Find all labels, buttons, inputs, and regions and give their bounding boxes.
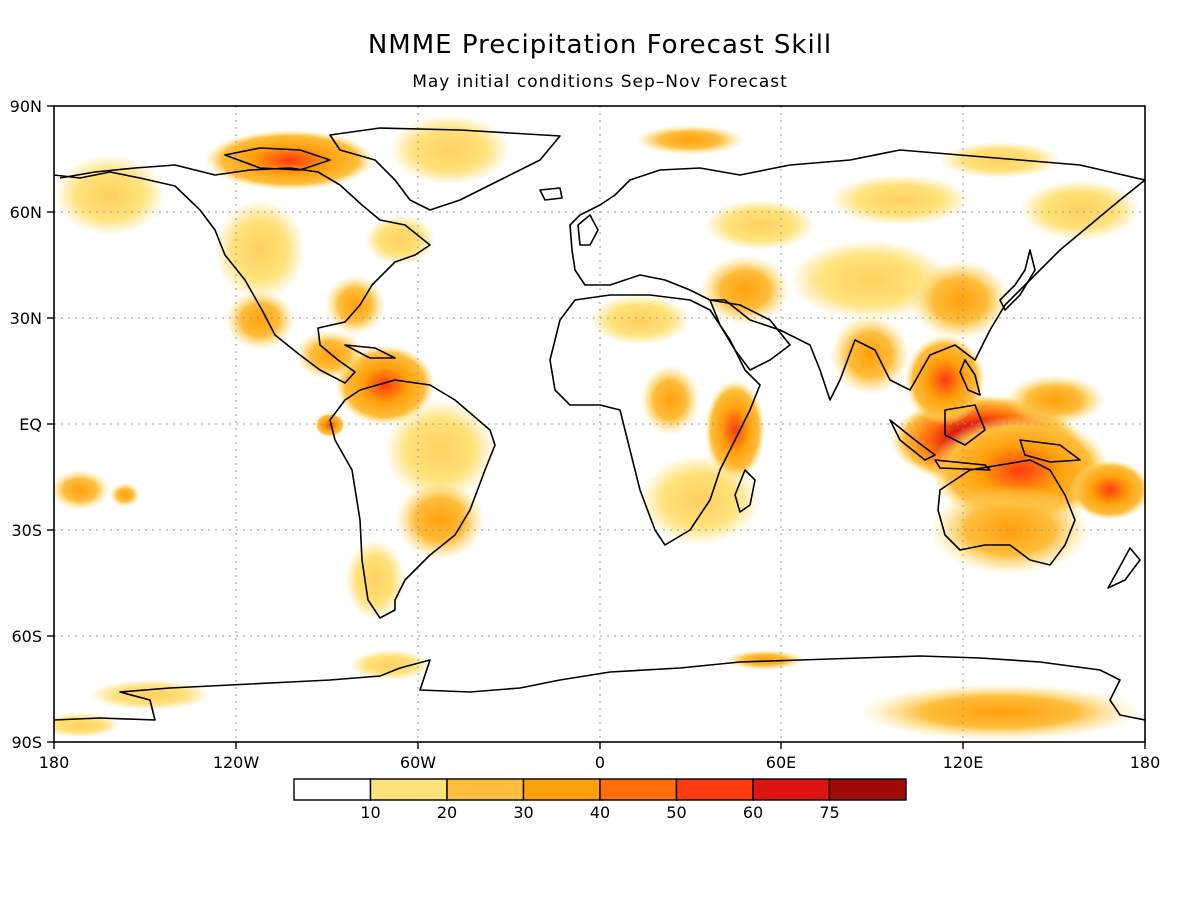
coastline-cuba [344,344,396,359]
map-title: NMME Precipitation Forecast Skill [368,30,832,60]
skill-region-ross-sea [90,680,210,710]
coastline-philippines [959,359,981,396]
axis-ticks [47,105,1146,749]
map-subtitle: May initial conditions Sep–Nov Forecast [412,72,788,92]
skill-region-us-east [325,275,385,335]
coastline-africa [549,294,761,546]
skill-region-antarctic-west [54,713,120,737]
lat-tick-label: 90S [11,733,42,752]
coastline-north-america [54,164,431,384]
skill-region-alaska [55,155,165,235]
coastline-eurasia [569,149,1145,401]
skill-region-canadian-arctic [205,130,375,190]
skill-region-southern-africa [640,455,760,545]
skill-region-svalbard [635,125,745,155]
coastlines [54,127,1145,721]
color-bar-swatch [675,778,754,801]
coastline-antarctica [54,655,1145,721]
skill-region-sahara [590,295,690,345]
skill-region-siberia [830,175,970,225]
skill-region-arctic-ocean [940,142,1060,178]
color-bar-swatch [599,778,678,801]
coastline-sumatra [889,419,936,461]
lat-tick-label: 90N [10,97,42,116]
skill-region-western-north-america [215,200,305,300]
color-bar-label: 75 [819,803,839,822]
color-bar-swatch [752,778,831,801]
coastline-new-guinea [1019,439,1081,463]
color-bar: 10 20 30 40 50 60 75 [293,778,907,822]
color-bar-swatch [522,778,601,801]
lat-tick-label: 60N [10,203,42,222]
color-bar-label: 10 [360,803,380,822]
skill-region-mexico [225,290,295,350]
coastline-greenland [329,127,561,211]
coastline-south-america [329,379,496,619]
lon-tick-label: 180 [1130,753,1161,772]
lat-tick-label: 60S [11,627,42,646]
color-bar-swatch [828,778,907,801]
lat-tick-labels: 90N 60N 30N EQ 30S 60S 90S [10,97,42,752]
skill-region-east-africa [705,380,765,480]
lon-tick-label: 60E [766,753,796,772]
skill-region-antarctic-coast [725,650,805,670]
skill-region-southwest-pacific [1070,460,1145,520]
color-bar-label: 30 [513,803,533,822]
skill-region-antarctic-east [860,684,1140,740]
lat-tick-label: EQ [19,415,42,434]
skill-region-middle-east [700,255,790,325]
lon-tick-label: 180 [39,753,70,772]
skill-region-philippines [905,335,985,425]
color-bar-swatch [293,778,372,801]
skill-region-china [910,260,1010,340]
lon-tick-label: 120E [943,753,984,772]
color-bar-label: 40 [590,803,610,822]
color-bar-swatch [446,778,525,801]
skill-region-central-africa [640,365,700,435]
coastline-australia [937,459,1076,566]
skill-region-galapagos [315,413,345,437]
lon-tick-labels: 180 120W 60W 0 60E 120E 180 [39,753,1161,772]
coastline-iceland [539,187,563,201]
color-bar-label: 20 [437,803,457,822]
color-bar-swatch [369,778,448,801]
lon-tick-label: 120W [213,753,260,772]
coastline-java [934,459,991,471]
lon-tick-label: 60W [400,753,436,772]
coastline-japan [999,249,1036,311]
skill-region-west-pacific [1005,375,1105,425]
skill-region-bay-of-bengal [830,315,910,395]
skill-region-south-pacific-islet [110,483,140,507]
coastline-arctic-islands [224,147,331,171]
lon-tick-label: 0 [595,753,605,772]
color-bar-label: 60 [743,803,763,822]
skill-region-antarctic-peninsula [350,650,430,680]
skill-region-patagonia [345,540,405,620]
lat-tick-label: 30N [10,309,42,328]
skill-region-greenland [390,115,510,185]
grid-lines [54,106,1145,742]
coastline-borneo [944,404,986,446]
coastline-arabia [709,299,791,371]
skill-region-australia [930,485,1090,575]
skill-region-south-pacific-west [54,470,110,510]
color-bar-label: 50 [666,803,686,822]
coastline-madagascar [734,469,756,513]
skill-region-russia-west [705,200,815,250]
map-area [54,106,1145,742]
skill-region-amazon [385,400,495,500]
coastline-new-zealand [1107,547,1141,589]
coastline-uk [577,214,599,246]
skill-region-east-siberia [1020,180,1140,240]
lat-tick-label: 30S [11,521,42,540]
